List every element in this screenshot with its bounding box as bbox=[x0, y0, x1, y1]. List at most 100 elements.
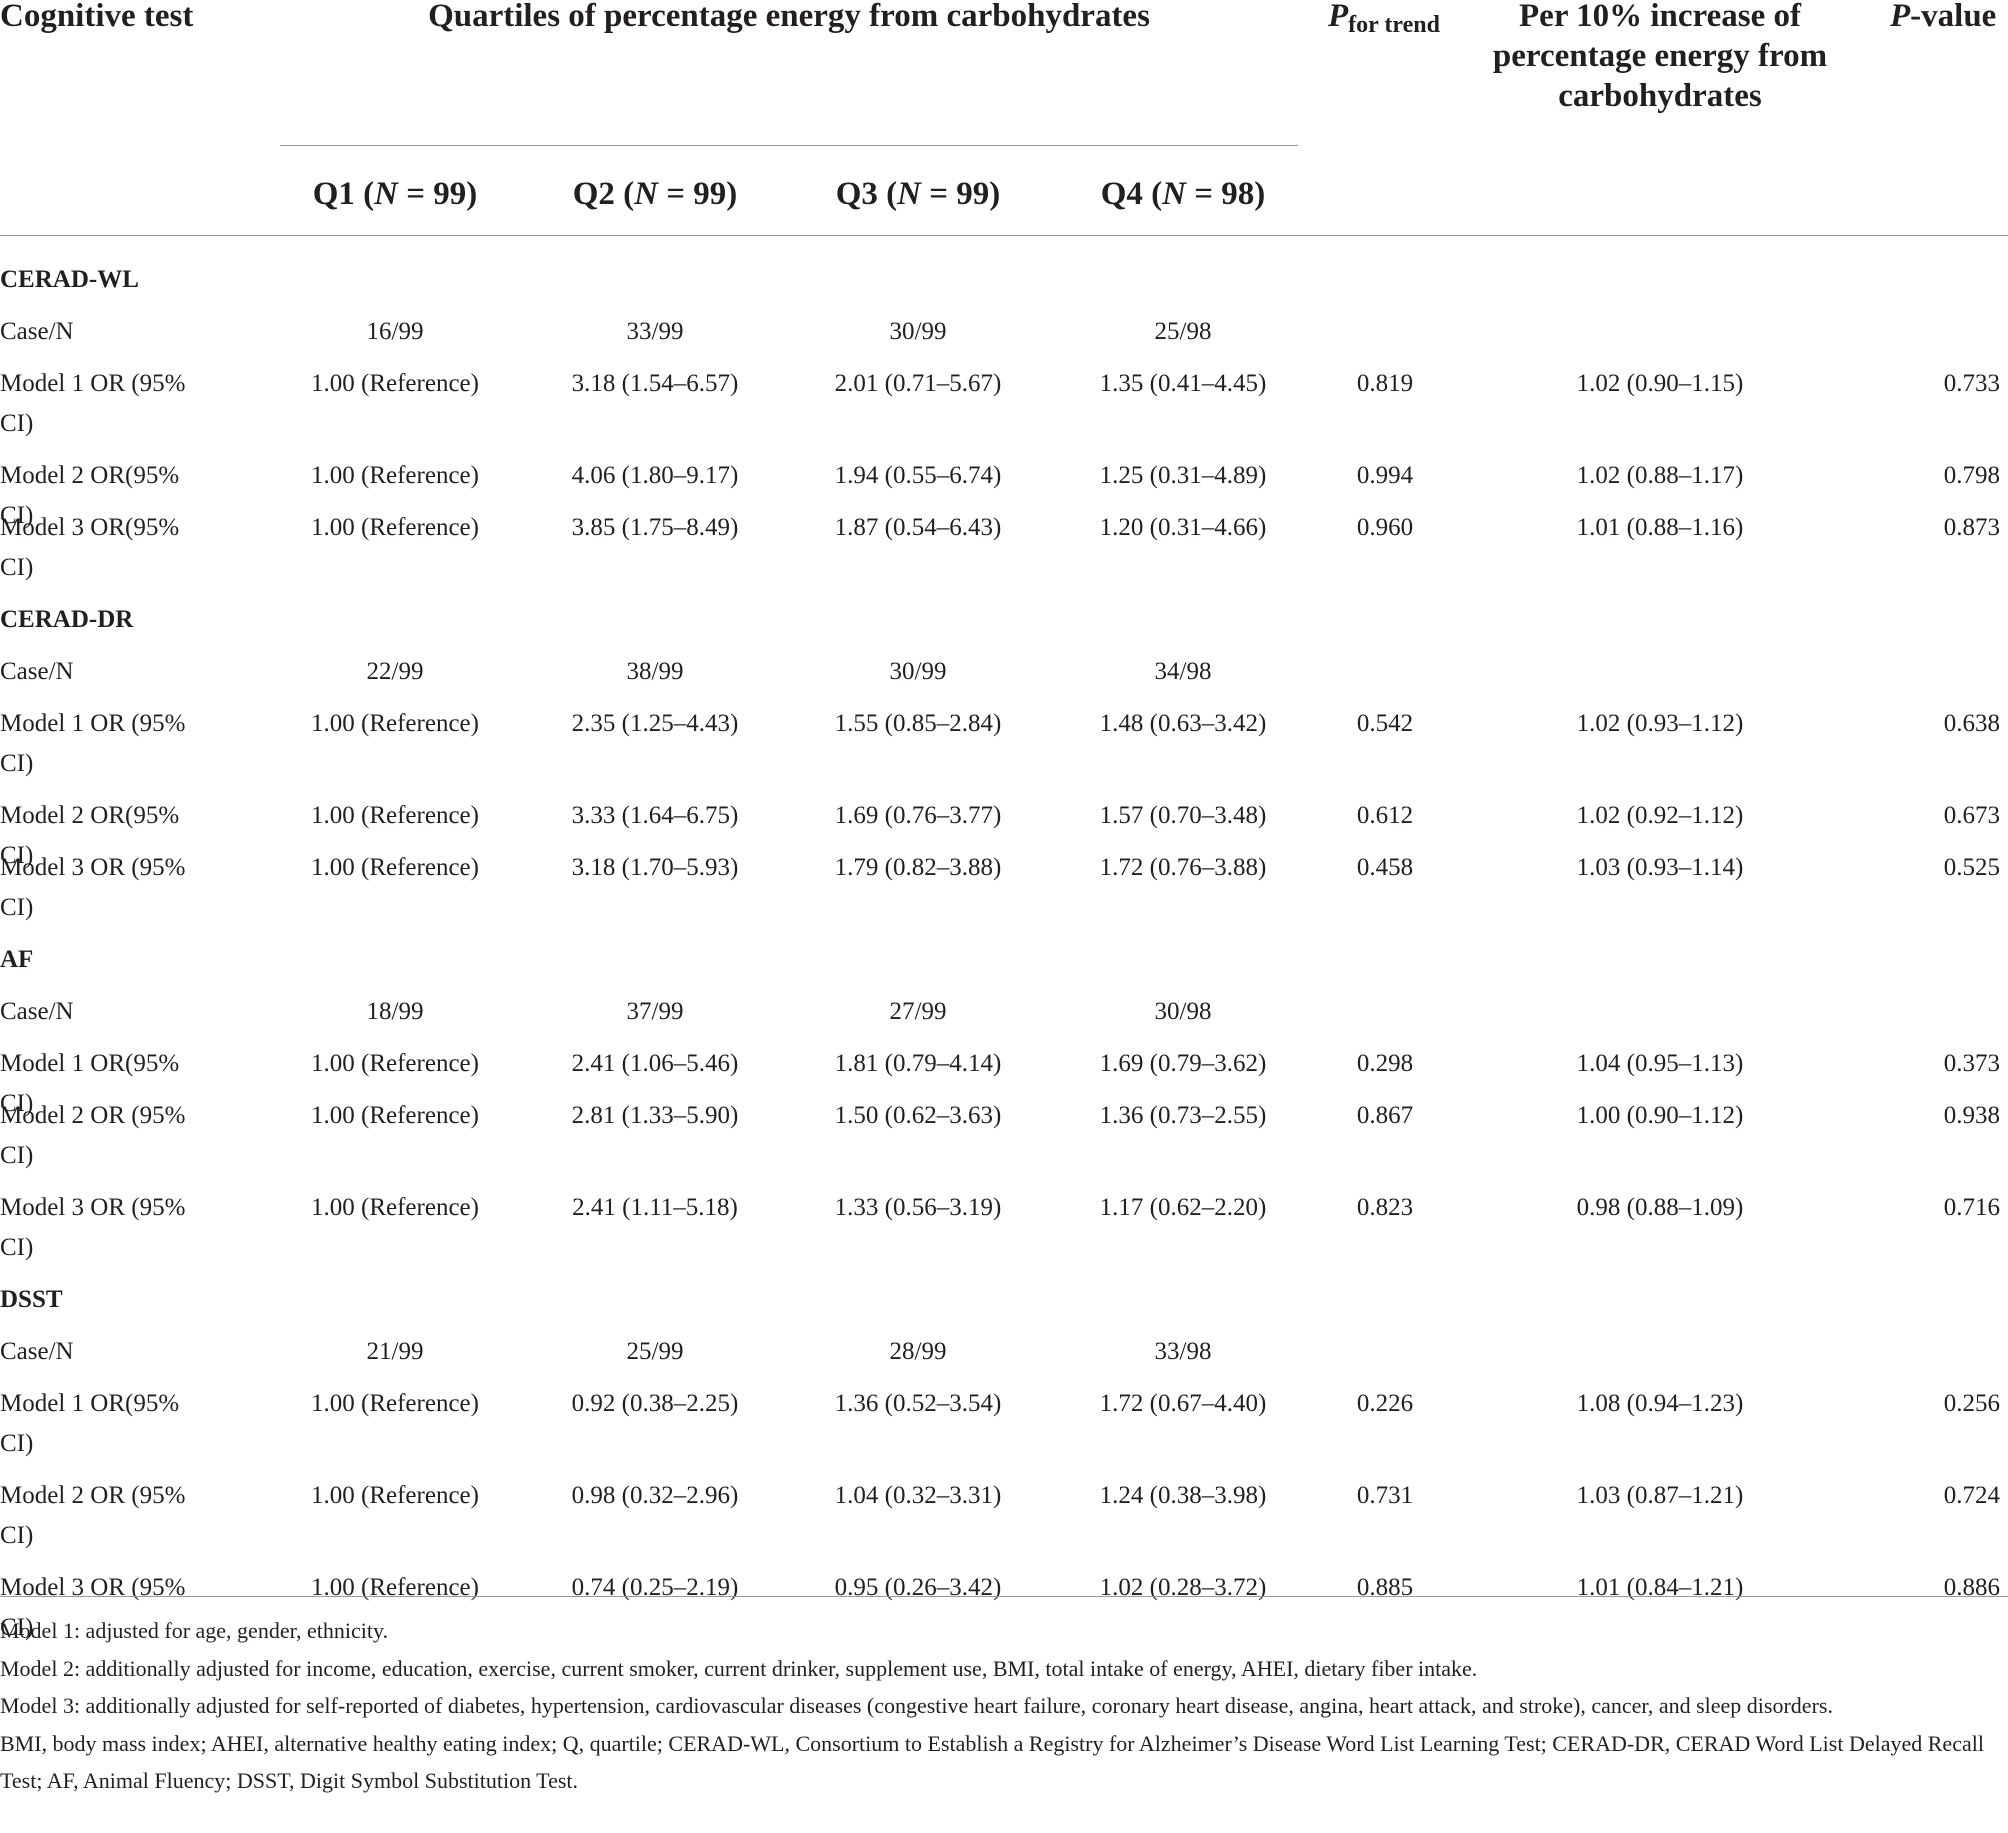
p-trend-value: 0.226 bbox=[1356, 1390, 1414, 1417]
case-value: 21/99 bbox=[366, 1338, 424, 1365]
or-value: 1.87 (0.54–6.43) bbox=[834, 514, 1002, 541]
p-value-italic: P bbox=[1890, 0, 1911, 34]
p-value: 0.638 bbox=[1943, 710, 2000, 737]
footnote-model-2: Model 2: additionally adjusted for incom… bbox=[0, 1655, 1478, 1681]
per10-value: 1.01 (0.88–1.16) bbox=[1576, 514, 1744, 541]
or-value: 1.69 (0.76–3.77) bbox=[834, 802, 1002, 829]
or-value: 1.00 (Reference) bbox=[311, 1194, 479, 1221]
row-label: Model 2 OR(95% CI) bbox=[0, 802, 180, 869]
row-label: Model 1 OR (95% CI) bbox=[0, 710, 186, 777]
row-label: Case/N bbox=[0, 1338, 74, 1365]
or-value: 1.36 (0.73–2.55) bbox=[1099, 1102, 1267, 1129]
p-value: 0.798 bbox=[1943, 462, 2000, 489]
p-trend-value: 0.823 bbox=[1356, 1194, 1414, 1221]
or-value: 1.20 (0.31–4.66) bbox=[1099, 514, 1267, 541]
p-trend-value: 0.612 bbox=[1356, 802, 1414, 829]
header-bottom-rule bbox=[0, 235, 2008, 236]
per10-line-1: Per 10% increase of bbox=[1519, 0, 1801, 34]
footnotes: Model 1: adjusted for age, gender, ethni… bbox=[0, 1612, 2006, 1800]
or-value: 1.24 (0.38–3.98) bbox=[1099, 1482, 1267, 1509]
or-value: 1.72 (0.76–3.88) bbox=[1099, 854, 1267, 881]
or-value: 1.69 (0.79–3.62) bbox=[1099, 1050, 1267, 1077]
per10-line-2: percentage energy from bbox=[1492, 38, 1828, 74]
case-value: 33/99 bbox=[626, 318, 684, 345]
row-label: Model 3 OR (95% CI) bbox=[0, 854, 186, 921]
or-value: 3.33 (1.64–6.75) bbox=[571, 802, 739, 829]
or-value: 1.00 (Reference) bbox=[311, 854, 479, 881]
or-value: 0.92 (0.38–2.25) bbox=[571, 1390, 739, 1417]
footnote-model-1: Model 1: adjusted for age, gender, ethni… bbox=[0, 1618, 389, 1643]
or-value: 2.35 (1.25–4.43) bbox=[571, 710, 739, 737]
or-value: 1.94 (0.55–6.74) bbox=[834, 462, 1002, 489]
p-value: 0.373 bbox=[1943, 1050, 2000, 1077]
or-value: 0.95 (0.26–3.42) bbox=[834, 1574, 1002, 1601]
p-value: 0.886 bbox=[1943, 1574, 2000, 1601]
section-name: CERAD-WL bbox=[0, 266, 139, 293]
or-value: 1.04 (0.32–3.31) bbox=[834, 1482, 1002, 1509]
per10-value: 1.02 (0.93–1.12) bbox=[1576, 710, 1744, 737]
row-label: Model 3 OR (95% CI) bbox=[0, 1194, 186, 1261]
or-value: 1.00 (Reference) bbox=[311, 370, 479, 397]
per10-line-3: carbohydrates bbox=[1558, 78, 1762, 114]
or-value: 0.98 (0.32–2.96) bbox=[571, 1482, 739, 1509]
or-value: 1.25 (0.31–4.89) bbox=[1099, 462, 1267, 489]
p-trend-value: 0.960 bbox=[1356, 514, 1414, 541]
or-value: 2.41 (1.06–5.46) bbox=[571, 1050, 739, 1077]
p-value: 0.716 bbox=[1943, 1194, 2000, 1221]
footnote-model-3: Model 3: additionally adjusted for self-… bbox=[0, 1693, 1833, 1718]
row-label: Model 1 OR(95% CI) bbox=[0, 1050, 180, 1117]
row-label: Model 3 OR(95% CI) bbox=[0, 514, 180, 581]
p-trend-value: 0.994 bbox=[1356, 462, 1414, 489]
header-cognitive-test: Cognitive test bbox=[0, 0, 194, 34]
row-label: Model 1 OR (95% CI) bbox=[0, 370, 186, 437]
case-value: 16/99 bbox=[366, 318, 424, 345]
or-value: 3.18 (1.54–6.57) bbox=[571, 370, 739, 397]
case-value: 28/99 bbox=[889, 1338, 947, 1365]
or-value: 3.18 (1.70–5.93) bbox=[571, 854, 739, 881]
header-q1: Q1 (N = 99) bbox=[312, 176, 478, 212]
or-value: 1.35 (0.41–4.45) bbox=[1099, 370, 1267, 397]
or-value: 1.81 (0.79–4.14) bbox=[834, 1050, 1002, 1077]
per10-value: 1.02 (0.92–1.12) bbox=[1576, 802, 1744, 829]
case-value: 30/99 bbox=[889, 318, 947, 345]
or-value: 1.57 (0.70–3.48) bbox=[1099, 802, 1267, 829]
header-p-value: P-value bbox=[1890, 0, 1996, 36]
per10-value: 1.02 (0.88–1.17) bbox=[1576, 462, 1744, 489]
per10-value: 1.02 (0.90–1.15) bbox=[1576, 370, 1744, 397]
section-name: CERAD-DR bbox=[0, 606, 134, 633]
header-per10-increase: Per 10% increase of percentage energy fr… bbox=[1460, 0, 1860, 116]
section-name: DSST bbox=[0, 1286, 63, 1313]
or-value: 4.06 (1.80–9.17) bbox=[571, 462, 739, 489]
or-value: 1.00 (Reference) bbox=[311, 1102, 479, 1129]
row-label: Model 1 OR(95% CI) bbox=[0, 1390, 180, 1457]
p-trend-value: 0.819 bbox=[1356, 370, 1414, 397]
header-q4: Q4 (N = 98) bbox=[1100, 176, 1266, 212]
row-label: Model 2 OR (95% CI) bbox=[0, 1102, 186, 1169]
case-value: 22/99 bbox=[366, 658, 424, 685]
per10-value: 1.03 (0.93–1.14) bbox=[1576, 854, 1744, 881]
p-value: 0.873 bbox=[1943, 514, 2000, 541]
or-value: 2.01 (0.71–5.67) bbox=[834, 370, 1002, 397]
or-value: 3.85 (1.75–8.49) bbox=[571, 514, 739, 541]
row-label: Model 2 OR(95% CI) bbox=[0, 462, 180, 529]
per10-value: 1.01 (0.84–1.21) bbox=[1576, 1574, 1744, 1601]
or-value: 1.00 (Reference) bbox=[311, 1050, 479, 1077]
p-trend-value: 0.731 bbox=[1356, 1482, 1414, 1509]
table-bottom-rule bbox=[0, 1596, 2008, 1597]
or-value: 2.81 (1.33–5.90) bbox=[571, 1102, 739, 1129]
or-value: 1.00 (Reference) bbox=[311, 1482, 479, 1509]
p-value: 0.724 bbox=[1943, 1482, 2000, 1509]
or-value: 1.72 (0.67–4.40) bbox=[1099, 1390, 1267, 1417]
header-quartile-rule bbox=[280, 145, 1298, 146]
or-value: 1.00 (Reference) bbox=[311, 462, 479, 489]
case-value: 27/99 bbox=[889, 998, 947, 1025]
row-label: Model 2 OR (95% CI) bbox=[0, 1482, 186, 1549]
p-value: 0.256 bbox=[1943, 1390, 2000, 1417]
or-value: 1.79 (0.82–3.88) bbox=[834, 854, 1002, 881]
per10-value: 1.00 (0.90–1.12) bbox=[1576, 1102, 1744, 1129]
or-value: 1.50 (0.62–3.63) bbox=[834, 1102, 1002, 1129]
case-value: 37/99 bbox=[626, 998, 684, 1025]
or-value: 1.33 (0.56–3.19) bbox=[834, 1194, 1002, 1221]
p-trend-subscript: for trend bbox=[1348, 12, 1440, 38]
or-value: 1.48 (0.63–3.42) bbox=[1099, 710, 1267, 737]
